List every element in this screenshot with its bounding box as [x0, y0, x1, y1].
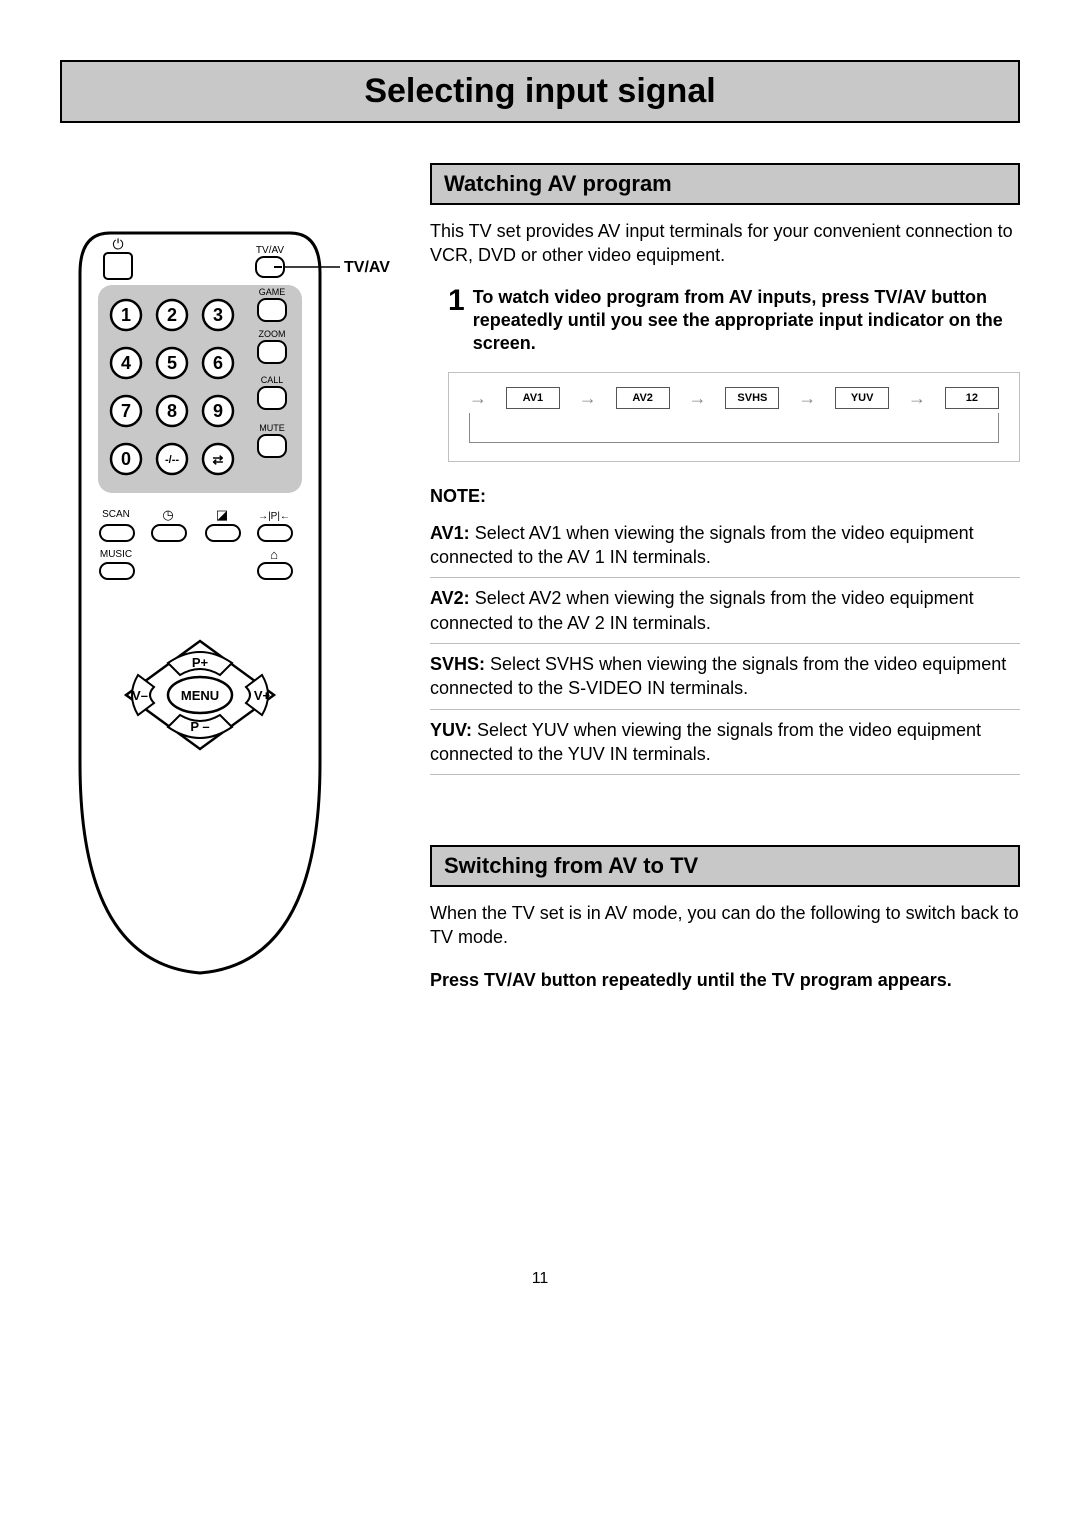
svg-text:MUTE: MUTE: [259, 423, 285, 433]
note-label: YUV:: [430, 720, 472, 740]
svg-text:⌂: ⌂: [270, 547, 278, 562]
section2-heading: Switching from AV to TV: [430, 845, 1020, 887]
flow-cell: AV2: [616, 387, 670, 409]
svg-text:CALL: CALL: [261, 375, 284, 385]
svg-text:ZOOM: ZOOM: [259, 329, 286, 339]
note-label: SVHS:: [430, 654, 485, 674]
section2-instruction: Press TV/AV button repeatedly until the …: [430, 968, 1020, 992]
note-text: Select YUV when viewing the signals from…: [430, 720, 981, 764]
note-text: Select SVHS when viewing the signals fro…: [430, 654, 1006, 698]
note-text: Select AV1 when viewing the signals from…: [430, 523, 974, 567]
page-title: Selecting input signal: [60, 60, 1020, 123]
svg-text:GAME: GAME: [259, 287, 286, 297]
flow-cell: 12: [945, 387, 999, 409]
svg-text:4: 4: [121, 353, 131, 373]
svg-text:P –: P –: [190, 719, 209, 734]
note-av1: AV1: Select AV1 when viewing the signals…: [430, 513, 1020, 579]
svg-text:5: 5: [167, 353, 177, 373]
note-label: AV2:: [430, 588, 470, 608]
svg-text:P+: P+: [192, 655, 209, 670]
svg-text:3: 3: [213, 305, 223, 325]
flow-arrow-icon: →: [908, 389, 926, 407]
remote-illustration: ⏻ TV/AV 1 2 3 4 5 6 7: [60, 163, 400, 1010]
flow-cell: AV1: [506, 387, 560, 409]
note-av2: AV2: Select AV2 when viewing the signals…: [430, 578, 1020, 644]
svg-text:9: 9: [213, 401, 223, 421]
note-yuv: YUV: Select YUV when viewing the signals…: [430, 710, 1020, 776]
svg-text:→|P|←: →|P|←: [258, 511, 290, 522]
svg-text:⇄: ⇄: [213, 452, 224, 467]
tvav-small-label: TV/AV: [256, 245, 284, 256]
section1-heading: Watching AV program: [430, 163, 1020, 205]
tvav-callout: TV/AV: [344, 259, 390, 277]
input-flow-diagram: → AV1 → AV2 → SVHS → YUV → 12: [448, 372, 1020, 462]
flow-arrow-icon: →: [689, 389, 707, 407]
svg-text:-/--: -/--: [165, 454, 179, 466]
svg-text:2: 2: [167, 305, 177, 325]
svg-text:◪: ◪: [216, 507, 228, 522]
svg-text:V+: V+: [254, 688, 271, 703]
svg-text:MENU: MENU: [181, 688, 219, 703]
note-text: Select AV2 when viewing the signals from…: [430, 588, 974, 632]
svg-text:◷: ◷: [162, 507, 173, 522]
flow-arrow-icon: →: [579, 389, 597, 407]
section2-intro: When the TV set is in AV mode, you can d…: [430, 901, 1020, 950]
section1-intro: This TV set provides AV input terminals …: [430, 219, 1020, 268]
svg-text:7: 7: [121, 401, 131, 421]
flow-arrow-icon: →: [798, 389, 816, 407]
note-svhs: SVHS: Select SVHS when viewing the signa…: [430, 644, 1020, 710]
svg-text:⏻: ⏻: [112, 236, 123, 252]
flow-arrow-icon: →: [469, 389, 487, 407]
note-label: AV1:: [430, 523, 470, 543]
flow-cell: YUV: [835, 387, 889, 409]
svg-text:0: 0: [121, 449, 131, 469]
step-1: 1 To watch video program from AV inputs,…: [448, 286, 1020, 356]
svg-text:1: 1: [121, 305, 131, 325]
flow-cell: SVHS: [725, 387, 779, 409]
step-text: To watch video program from AV inputs, p…: [473, 286, 1020, 356]
page-number: 11: [60, 1270, 1020, 1288]
svg-text:SCAN: SCAN: [102, 509, 130, 520]
svg-text:V–: V–: [132, 688, 148, 703]
note-heading: NOTE:: [430, 486, 1020, 507]
svg-text:MUSIC: MUSIC: [100, 549, 132, 560]
step-number: 1: [448, 286, 465, 356]
svg-text:6: 6: [213, 353, 223, 373]
svg-text:8: 8: [167, 401, 177, 421]
